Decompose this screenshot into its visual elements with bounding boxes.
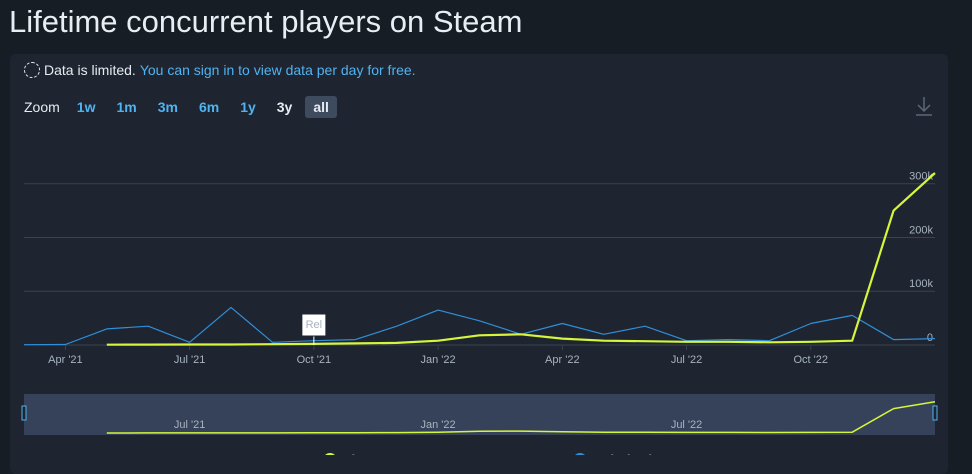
- notice-icon: [24, 62, 40, 78]
- zoom-button[interactable]: 1m: [116, 99, 137, 115]
- y-tick-label: 100k: [909, 278, 933, 290]
- download-icon[interactable]: [916, 97, 932, 116]
- zoom-button[interactable]: 1w: [76, 99, 96, 115]
- zoom-label: Zoom: [24, 99, 60, 115]
- zoom-button[interactable]: 3y: [276, 99, 293, 115]
- navigator-handle: [21, 405, 27, 421]
- x-tick-label: Apr '21: [48, 354, 83, 366]
- zoom-button[interactable]: 1y: [240, 99, 256, 115]
- x-tick-label: Jul '21: [174, 354, 205, 366]
- navigator-line: [106, 401, 936, 434]
- legend-label: Twitch Viewers: [592, 452, 692, 455]
- y-tick-label: 200k: [909, 224, 933, 236]
- sign-in-link[interactable]: You can sign in to view data per day for…: [139, 62, 416, 78]
- flag-label: Rel: [306, 319, 323, 331]
- notice-text: Data is limited.: [44, 62, 136, 78]
- navigator-tick-label: Jan '22: [421, 419, 456, 431]
- page: Lifetime concurrent players on Steam Dat…: [9, 4, 948, 474]
- zoom-button[interactable]: 6m: [198, 99, 220, 115]
- navigator-bg: [24, 394, 935, 435]
- y-tick-label: 0: [927, 332, 933, 344]
- legend-label: Players: [342, 452, 392, 455]
- navigator-tick-label: Jul '22: [671, 419, 702, 431]
- x-tick-label: Jul '22: [671, 354, 702, 366]
- zoom-button[interactable]: 3m: [157, 99, 178, 115]
- page-title: Lifetime concurrent players on Steam: [9, 4, 523, 39]
- notice: Data is limited. You can sign in to view…: [24, 62, 416, 78]
- zoom-bar: Zoom 1w 1m 3m 6m 1y 3y all: [24, 96, 342, 118]
- series-line: [106, 172, 936, 346]
- zoom-button[interactable]: all: [305, 96, 337, 118]
- x-tick-label: Apr '22: [545, 354, 580, 366]
- navigator-handle: [932, 405, 938, 421]
- download-arrow: [916, 97, 932, 116]
- navigator-tick-label: Jul '21: [174, 419, 205, 431]
- x-tick-label: Oct '21: [297, 354, 332, 366]
- flag-box: [301, 313, 327, 337]
- x-tick-label: Jan '22: [421, 354, 456, 366]
- x-tick-label: Oct '22: [794, 354, 829, 366]
- series-line: [23, 306, 936, 346]
